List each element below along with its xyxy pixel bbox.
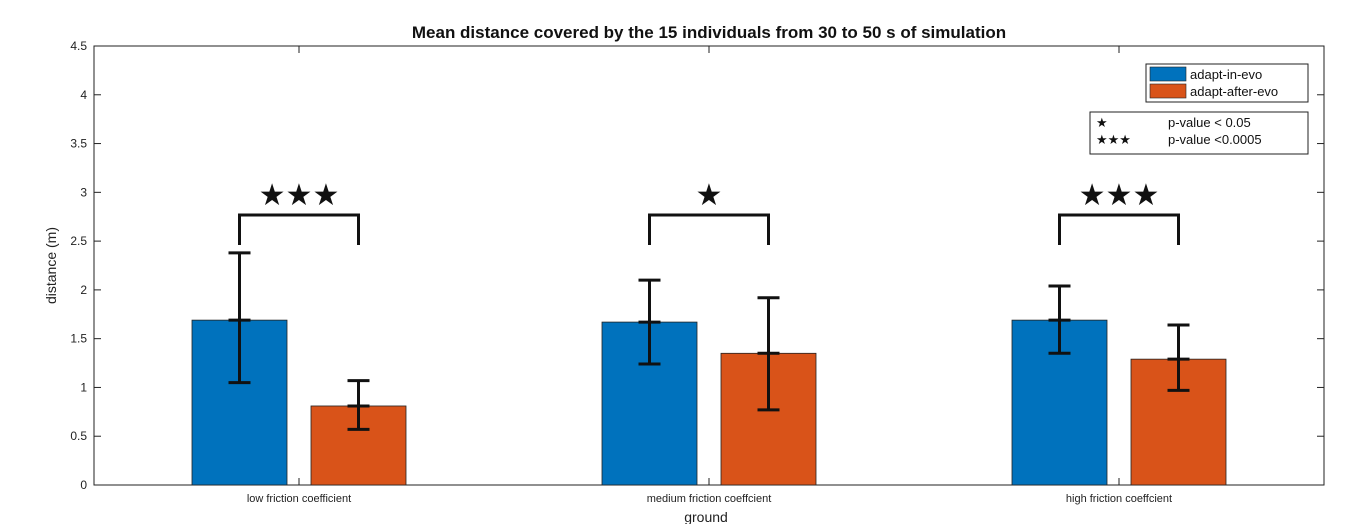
- significance-annotations: ★★★ ★ ★★★: [238, 178, 1180, 245]
- y-tick-label: 2.5: [70, 234, 87, 248]
- sig-legend-label: p-value <0.0005: [1168, 132, 1262, 147]
- sig-legend-symbol: ★: [1096, 116, 1108, 131]
- x-axis: low friction coefficient medium friction …: [247, 46, 1172, 505]
- significance-stars: ★★★: [1079, 178, 1160, 213]
- y-tick-label: 2: [80, 283, 87, 297]
- series-legend: adapt-in-evo adapt-after-evo: [1145, 63, 1309, 103]
- legend-swatch: [1149, 83, 1187, 99]
- significance-stars: ★: [696, 178, 723, 213]
- significance-bracket: [1058, 213, 1180, 245]
- significance-bracket: [648, 213, 770, 245]
- x-tick-label: medium friction coeffcient: [647, 493, 772, 505]
- y-axis-label: distance (m): [43, 227, 59, 304]
- x-tick-label: low friction coefficient: [247, 493, 351, 505]
- y-tick-label: 0: [80, 478, 87, 492]
- bars-group: [191, 319, 1227, 486]
- significance-bracket: [238, 213, 360, 245]
- y-tick-label: 0.5: [70, 429, 87, 443]
- significance-legend: ★ p-value < 0.05 ★★★ p-value <0.0005: [1089, 111, 1309, 155]
- legend-label: adapt-after-evo: [1190, 84, 1278, 99]
- y-tick-label: 3: [80, 185, 87, 199]
- y-axis: 0 0.5 1 1.5 2 2.5 3 3.5 4 4.5: [70, 39, 1324, 492]
- y-tick-label: 4.5: [70, 39, 87, 53]
- y-tick-label: 1.5: [70, 332, 87, 346]
- error-bars-group: [228, 251, 1190, 431]
- legend-label: adapt-in-evo: [1190, 67, 1262, 82]
- sig-legend-box: [1089, 111, 1309, 155]
- sig-legend-label: p-value < 0.05: [1168, 115, 1251, 130]
- x-axis-label: ground: [684, 509, 728, 524]
- chart-title: Mean distance covered by the 15 individu…: [412, 23, 1006, 42]
- significance-stars: ★★★: [259, 178, 340, 213]
- y-tick-label: 4: [80, 88, 87, 102]
- y-tick-label: 1: [80, 380, 87, 394]
- legend-swatch: [1149, 66, 1187, 82]
- y-tick-label: 3.5: [70, 137, 87, 151]
- x-tick-label: high friction coeffcient: [1066, 493, 1172, 505]
- sig-legend-symbol: ★★★: [1096, 133, 1131, 148]
